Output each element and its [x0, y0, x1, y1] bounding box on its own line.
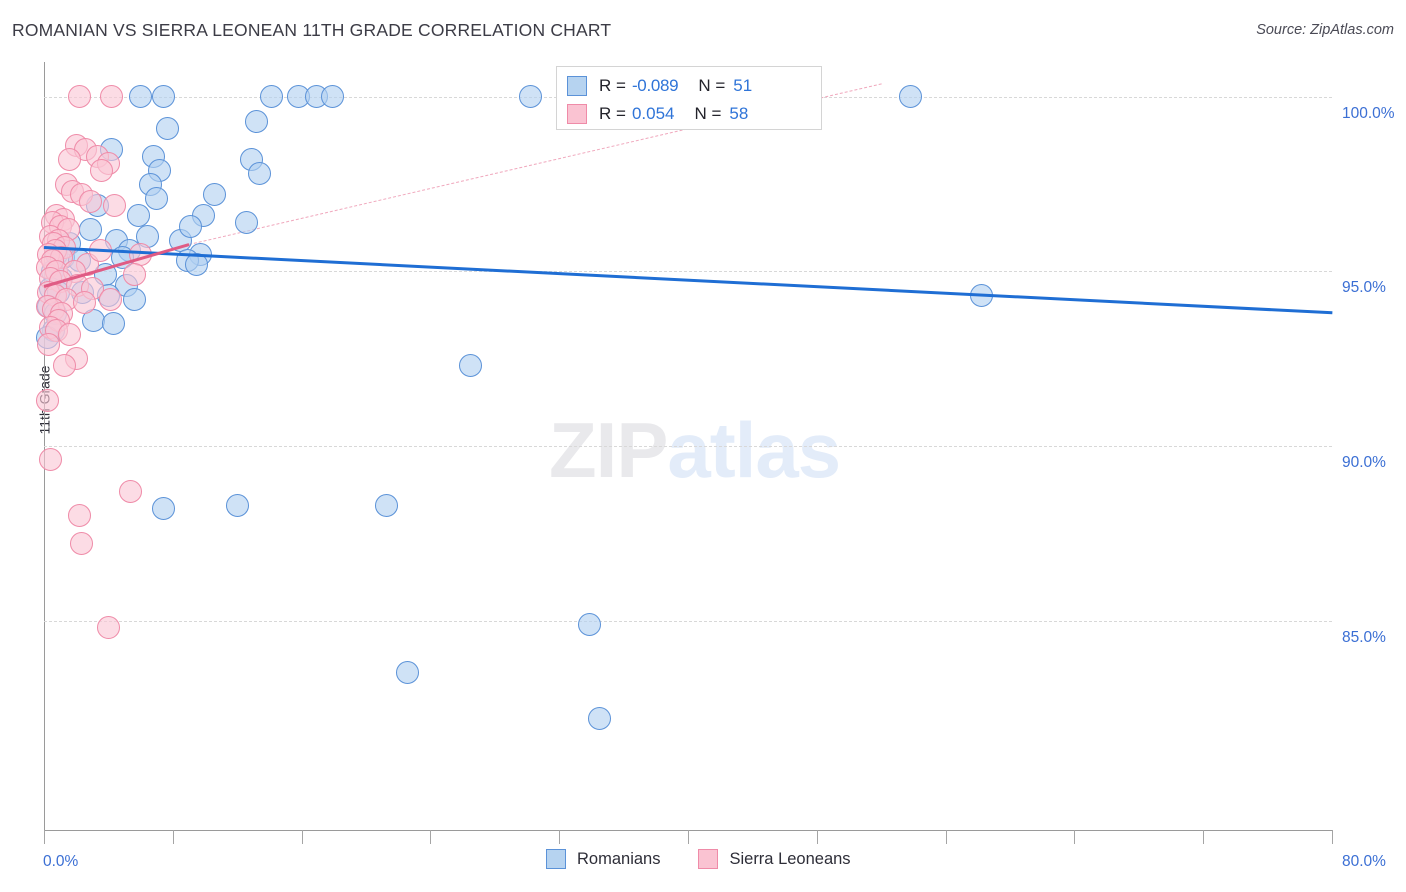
data-point-blue[interactable] [122, 287, 146, 311]
r-value-sierra-leoneans: 0.054 [631, 104, 675, 123]
data-point-pink[interactable] [67, 504, 91, 528]
x-axis-tick [301, 830, 303, 844]
gridline-y [44, 446, 1332, 447]
y-axis-tick-label: 85.0% [1342, 628, 1386, 646]
data-point-pink[interactable] [67, 85, 91, 109]
data-point-blue[interactable] [179, 214, 202, 238]
x-axis-tick [559, 830, 561, 844]
data-point-blue[interactable] [587, 706, 611, 730]
data-point-pink[interactable] [38, 448, 62, 472]
data-point-pink[interactable] [119, 479, 143, 503]
data-point-blue[interactable] [459, 354, 483, 378]
page-title: ROMANIAN VS SIERRA LEONEAN 11TH GRADE CO… [12, 20, 612, 40]
data-point-pink[interactable] [58, 148, 82, 172]
data-point-blue[interactable] [320, 85, 344, 109]
legend-swatch-romanians-icon [546, 849, 566, 869]
x-axis-tick [1332, 830, 1333, 844]
data-point-blue[interactable] [248, 162, 272, 186]
r-label-sierra-leoneans: R = [599, 104, 626, 123]
source-attribution: Source: ZipAtlas.com [1256, 22, 1394, 38]
x-axis-tick [1203, 830, 1205, 844]
legend-label-romanians: Romanians [577, 849, 661, 868]
x-axis-tick [172, 830, 174, 844]
data-point-pink[interactable] [53, 354, 77, 378]
data-point-pink[interactable] [69, 532, 93, 556]
gridline-y [44, 271, 1332, 273]
n-value-romanians: 51 [733, 76, 753, 95]
data-point-blue[interactable] [203, 183, 227, 207]
data-point-blue[interactable] [225, 493, 249, 517]
swatch-romanians-icon [567, 76, 587, 96]
n-label-sierra-leoneans: N = [694, 104, 722, 123]
data-point-pink[interactable] [122, 263, 146, 287]
data-point-blue[interactable] [375, 493, 399, 517]
data-point-pink[interactable] [58, 322, 82, 346]
stats-row-romanians: R = -0.089 N = 51 [567, 72, 811, 100]
stats-row-sierra-leoneans: R = 0.054 N = 58 [567, 100, 811, 128]
x-axis-tick-label-max: 80.0% [1342, 853, 1386, 870]
data-point-pink[interactable] [79, 190, 103, 214]
x-axis-tick [430, 830, 432, 844]
legend-item-sierra-leoneans[interactable]: Sierra Leoneans [698, 849, 878, 869]
data-point-blue[interactable] [129, 85, 153, 109]
data-point-pink[interactable] [72, 291, 96, 315]
correlation-stats-legend: R = -0.089 N = 51 R = 0.054 N = 58 [556, 66, 822, 130]
data-point-blue[interactable] [235, 211, 259, 235]
x-axis-tick [44, 830, 45, 844]
r-label-romanians: R = [599, 76, 626, 95]
swatch-sierra-leoneans-icon [567, 104, 587, 124]
data-point-pink[interactable] [90, 158, 114, 182]
data-point-blue[interactable] [245, 109, 269, 133]
data-point-pink[interactable] [103, 193, 127, 217]
data-point-pink[interactable] [35, 389, 59, 413]
data-point-blue[interactable] [101, 312, 125, 336]
n-value-sierra-leoneans: 58 [729, 104, 749, 123]
data-point-blue[interactable] [259, 85, 283, 109]
data-point-blue[interactable] [79, 218, 103, 242]
x-axis-tick-label-min: 0.0% [43, 853, 79, 870]
x-axis-tick [1074, 830, 1076, 844]
y-axis-tick-label: 100.0% [1342, 104, 1395, 122]
legend-swatch-sierra-leoneans-icon [698, 849, 719, 869]
data-point-pink[interactable] [100, 85, 124, 109]
y-axis-tick-label: 90.0% [1342, 454, 1386, 471]
legend-label-sierra-leoneans: Sierra Leoneans [729, 849, 851, 868]
data-point-blue[interactable] [127, 204, 151, 228]
data-point-blue[interactable] [898, 85, 922, 109]
data-point-blue[interactable] [578, 612, 602, 636]
data-point-pink[interactable] [98, 287, 122, 311]
data-point-blue[interactable] [396, 661, 420, 685]
data-point-pink[interactable] [96, 616, 120, 640]
legend-item-romanians[interactable]: Romanians [546, 849, 688, 869]
data-point-pink[interactable] [37, 333, 61, 357]
data-point-blue[interactable] [151, 497, 175, 521]
data-point-blue[interactable] [156, 116, 180, 140]
data-point-blue[interactable] [145, 186, 169, 210]
r-value-romanians: -0.089 [631, 76, 679, 95]
n-label-romanians: N = [698, 76, 726, 95]
data-point-blue[interactable] [151, 85, 175, 109]
x-axis-tick [816, 830, 818, 844]
series-legend: Romanians Sierra Leoneans [546, 849, 879, 869]
gridline-y [44, 620, 1332, 622]
y-axis-tick-label: 95.0% [1342, 279, 1386, 297]
x-axis-tick [688, 830, 689, 844]
x-axis-tick [945, 830, 947, 844]
data-point-blue[interactable] [518, 85, 542, 109]
